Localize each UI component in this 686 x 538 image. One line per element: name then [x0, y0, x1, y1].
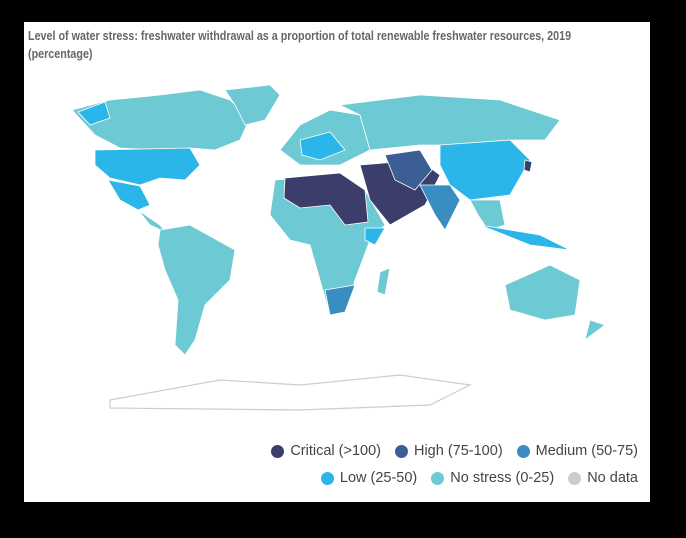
legend-label: High (75-100) — [413, 443, 503, 459]
legend-label: Low (25-50) — [339, 470, 418, 486]
north-africa — [283, 172, 369, 226]
east-africa — [364, 227, 386, 246]
madagascar — [376, 267, 391, 296]
legend-swatch — [431, 471, 445, 485]
legend-item: No stress (0-25) — [431, 470, 554, 486]
south-africa — [324, 284, 356, 316]
legend-item: No data — [568, 470, 638, 486]
australia — [504, 264, 581, 321]
southeast-asia — [469, 199, 506, 231]
iran-central-asia — [384, 149, 433, 191]
greenland — [224, 84, 281, 126]
india — [419, 184, 461, 231]
legend-swatch — [394, 444, 408, 458]
alaska — [77, 101, 111, 126]
mexico — [107, 179, 151, 211]
canada-alaska — [71, 89, 251, 151]
legend-label: Critical (>100) — [290, 443, 381, 459]
legend-row: Low (25-50) No stress (0-25) No data — [320, 470, 638, 486]
legend-item: Critical (>100) — [271, 443, 381, 459]
usa — [94, 147, 201, 186]
south-america — [157, 224, 236, 356]
legend-swatch — [271, 444, 285, 458]
china — [439, 139, 531, 201]
korea — [523, 159, 533, 173]
legend-item: Medium (50-75) — [516, 443, 638, 459]
title: Level of water stress: freshwater withdr… — [28, 27, 571, 63]
legend-swatch — [320, 471, 334, 485]
central-america — [137, 209, 167, 234]
legend-row: Critical (>100) High (75-100) Medium (50-7… — [271, 443, 638, 459]
legend-item: High (75-100) — [394, 443, 503, 459]
title-line: (percentage) — [28, 47, 93, 61]
legend-item: Low (25-50) — [320, 470, 418, 486]
indonesia — [479, 224, 571, 251]
antarctica — [109, 374, 472, 411]
legend-swatch — [568, 471, 582, 485]
legend-label: No stress (0-25) — [450, 470, 555, 486]
legend-label: Medium (50-75) — [535, 443, 638, 459]
title-line: Level of water stress: freshwater withdr… — [28, 29, 572, 43]
map-panel: Level of water stress: freshwater withdr… — [24, 22, 650, 502]
legend-swatch — [516, 444, 530, 458]
central-europe — [299, 131, 346, 161]
world-map — [71, 84, 606, 411]
russia-asia — [338, 94, 561, 151]
legend-label: No data — [587, 470, 638, 486]
new-zealand — [584, 319, 606, 341]
